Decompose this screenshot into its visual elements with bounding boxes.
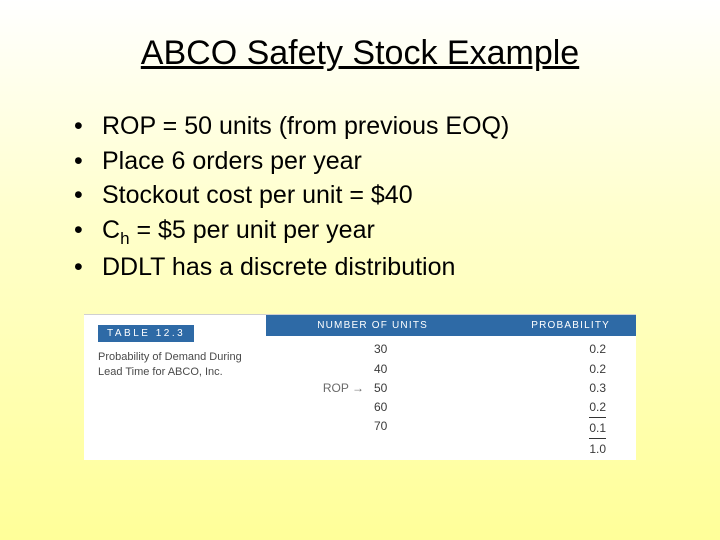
bullet-text: Stockout cost per unit = $40: [102, 181, 413, 209]
row-label: [266, 438, 372, 459]
bullet-list: ROP = 50 units (from previous EOQ) Place…: [40, 109, 680, 284]
table-row: 70 0.1: [266, 417, 636, 438]
table-header-prob: PROBABILITY: [486, 320, 636, 331]
row-label: [266, 398, 372, 417]
table-caption: Probability of Demand During Lead Time f…: [98, 350, 256, 380]
table-header-units: NUMBER OF UNITS: [266, 320, 486, 331]
row-units: 40: [372, 360, 486, 379]
table-row: 40 0.2: [266, 360, 636, 379]
probability-table: TABLE 12.3 Probability of Demand During …: [84, 314, 636, 459]
bullet-text-prefix: C: [102, 216, 120, 244]
bullet-item: Place 6 orders per year: [74, 144, 680, 179]
row-prob: 0.2: [486, 398, 636, 417]
slide-title: ABCO Safety Stock Example: [40, 34, 680, 73]
table-row: ROP → 50 0.3: [266, 379, 636, 398]
row-prob: 0.3: [486, 379, 636, 398]
slide: ABCO Safety Stock Example ROP = 50 units…: [0, 0, 720, 540]
row-prob: 0.1: [486, 417, 636, 438]
row-units: 60: [372, 398, 486, 417]
bullet-item: Stockout cost per unit = $40: [74, 178, 680, 213]
bullet-text: Place 6 orders per year: [102, 147, 362, 175]
row-units: 70: [372, 417, 486, 438]
table-left-panel: TABLE 12.3 Probability of Demand During …: [84, 315, 266, 459]
bullet-text: DDLT has a discrete distribution: [102, 253, 455, 281]
table-row: 60 0.2: [266, 398, 636, 417]
table-header-row: NUMBER OF UNITS PROBABILITY: [266, 315, 636, 336]
row-label: [266, 340, 372, 359]
row-units: 50: [372, 379, 486, 398]
bullet-item: DDLT has a discrete distribution: [74, 250, 680, 285]
table-tag: TABLE 12.3: [98, 325, 194, 342]
row-label: [266, 417, 372, 438]
row-sum-value: 1.0: [589, 438, 606, 459]
row-prob-value: 0.1: [589, 417, 606, 438]
bullet-item: Ch = $5 per unit per year: [74, 213, 680, 250]
table-row: 30 0.2: [266, 340, 636, 359]
table-right-panel: NUMBER OF UNITS PROBABILITY 30 0.2 40 0.…: [266, 315, 636, 459]
bullet-subscript: h: [120, 229, 129, 248]
row-sum: 1.0: [486, 438, 636, 459]
row-units: [372, 438, 486, 459]
row-prob: 0.2: [486, 340, 636, 359]
row-units: 30: [372, 340, 486, 359]
row-label: ROP →: [266, 379, 372, 398]
bullet-item: ROP = 50 units (from previous EOQ): [74, 109, 680, 144]
bullet-text: ROP = 50 units (from previous EOQ): [102, 112, 509, 140]
bullet-text-rest: = $5 per unit per year: [130, 216, 375, 244]
table-body: 30 0.2 40 0.2 ROP → 50 0.3 60 0.2: [266, 336, 636, 459]
table-sum-row: 1.0: [266, 438, 636, 459]
row-label: [266, 360, 372, 379]
row-prob: 0.2: [486, 360, 636, 379]
